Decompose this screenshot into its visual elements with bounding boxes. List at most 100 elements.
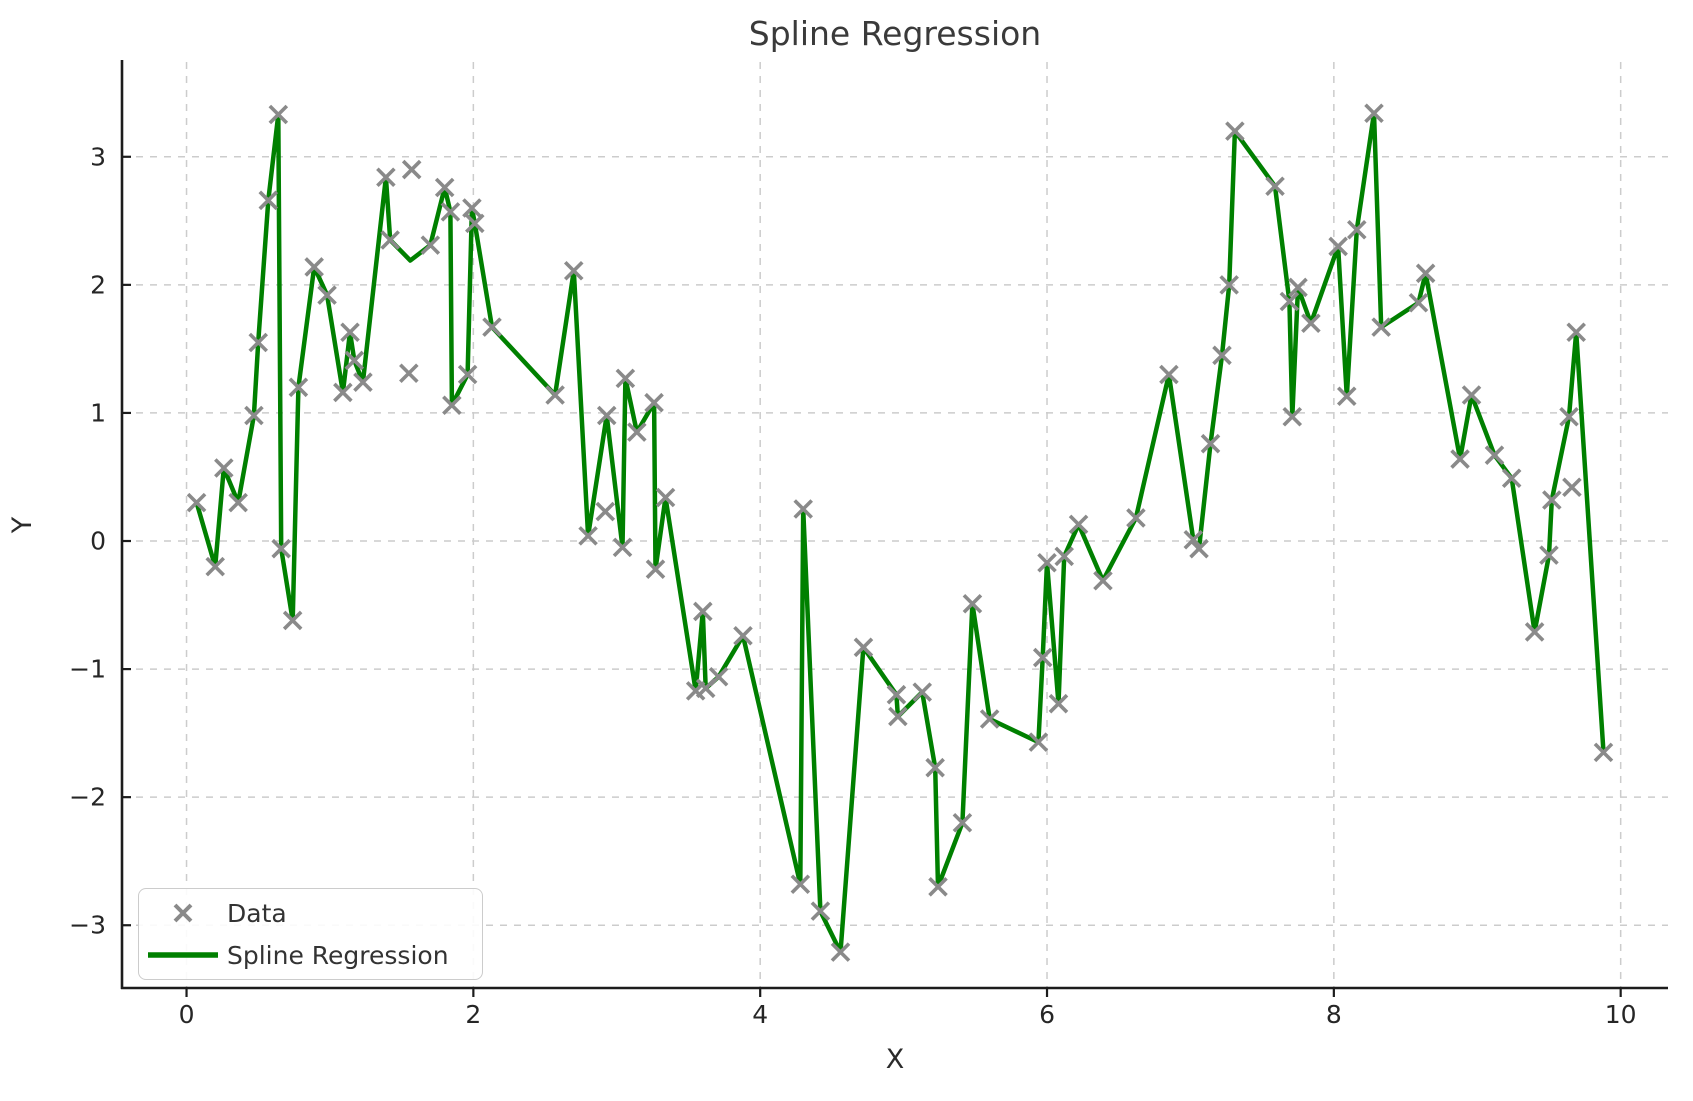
data-point-marker: [596, 405, 617, 426]
data-point-marker: [1183, 529, 1204, 550]
data-point-marker: [442, 395, 462, 416]
data-point-marker: [482, 317, 502, 337]
data-point-marker: [1364, 103, 1384, 124]
data-point-marker: [214, 458, 234, 478]
data-point-marker: [434, 177, 455, 198]
y-tick-label: −1: [69, 654, 106, 684]
x-tick-label: 10: [1604, 1000, 1637, 1029]
data-point-marker: [1279, 291, 1300, 312]
data-point-marker: [268, 104, 289, 125]
data-point-marker: [545, 385, 565, 405]
data-point-marker: [1461, 385, 1482, 405]
data-point-marker: [1126, 508, 1146, 528]
x-tick-label: 0: [178, 1000, 195, 1029]
data-point-marker: [853, 637, 874, 658]
data-point-marker: [282, 610, 303, 631]
data-point-marker: [376, 167, 396, 188]
data-point-marker: [645, 559, 666, 579]
legend: Data Spline Regression: [138, 888, 483, 980]
data-point-marker: [1265, 176, 1285, 197]
y-tick-label: 0: [90, 526, 106, 556]
data-point-marker: [612, 537, 633, 558]
y-tick-label: 3: [90, 142, 106, 172]
data-point-marker: [810, 901, 831, 921]
data-point-marker: [1189, 538, 1209, 559]
data-point-marker: [457, 364, 478, 385]
legend-label-spline: Spline Regression: [227, 940, 449, 970]
data-point-marker: [1225, 121, 1245, 141]
data-point-marker: [1093, 570, 1113, 591]
data-point-marker: [420, 235, 441, 255]
y-axis-label: Y: [6, 516, 38, 534]
data-point-marker: [271, 538, 291, 559]
data-point-marker: [1336, 386, 1357, 407]
data-point-marker: [258, 190, 279, 211]
data-point-marker: [1219, 275, 1239, 295]
data-point-marker: [1054, 546, 1075, 567]
data-point-marker: [1524, 622, 1545, 642]
data-point-marker: [1159, 364, 1179, 385]
data-point-marker: [925, 757, 945, 778]
data-point-marker: [1539, 545, 1559, 565]
spline-regression-line: [194, 110, 1606, 955]
data-point-marker: [1562, 477, 1582, 497]
data-point-marker: [1415, 263, 1436, 284]
data-point-marker: [1501, 468, 1522, 489]
data-point-marker: [733, 626, 753, 646]
data-point-marker: [644, 392, 664, 413]
data-point-marker: [1212, 345, 1232, 366]
y-tick-label: 2: [90, 270, 106, 300]
data-point-marker: [979, 709, 1000, 729]
data-point-marker: [1301, 313, 1321, 334]
y-tick-label: −2: [69, 782, 106, 812]
data-point-marker: [1593, 742, 1614, 763]
data-point-marker: [563, 260, 584, 281]
data-point-marker: [928, 877, 948, 897]
data-point-marker: [462, 198, 482, 218]
data-point-marker: [1200, 433, 1221, 454]
legend-label-data: Data: [227, 898, 287, 928]
data-point-marker: [317, 285, 337, 305]
data-point-marker: [595, 501, 616, 522]
data-point-marker: [1484, 445, 1505, 465]
data-point-marker: [1028, 732, 1049, 752]
data-point-marker: [693, 601, 713, 622]
y-tick-label: 1: [90, 398, 106, 428]
data-point-marker: [1032, 647, 1053, 668]
x-axis-label: X: [885, 1044, 905, 1075]
legend-item-spline: Spline Regression: [139, 938, 482, 972]
data-point-marker: [399, 363, 419, 384]
data-point-marker: [1566, 322, 1586, 343]
data-point-marker: [830, 942, 851, 962]
data-x-marker-icon: [139, 900, 227, 926]
data-point-marker: [1282, 407, 1303, 427]
spline-line-icon: [139, 950, 227, 960]
data-point-marker: [1068, 514, 1089, 535]
data-point-marker: [333, 382, 353, 403]
y-tick-label: −3: [69, 910, 106, 940]
data-point-marker: [888, 706, 908, 727]
x-tick-label: 2: [465, 1000, 482, 1029]
data-point-marker: [340, 322, 360, 343]
data-point-marker: [186, 492, 207, 513]
data-point-marker: [952, 813, 973, 833]
data-point-marker: [708, 666, 729, 687]
data-point-marker: [790, 874, 811, 895]
data-point-marker: [962, 593, 983, 614]
data-point-marker: [465, 213, 485, 234]
data-point-marker: [886, 684, 907, 705]
data-point-marker: [627, 422, 647, 442]
data-point-marker: [1328, 236, 1348, 257]
data-point-marker: [1288, 277, 1308, 298]
data-point-marker: [401, 159, 422, 180]
data-point-marker: [655, 487, 676, 508]
data-point-marker: [380, 230, 400, 250]
data-point-marker: [615, 368, 636, 389]
data-point-marker: [1559, 407, 1579, 427]
data-point-marker: [1450, 449, 1470, 469]
data-point-marker: [912, 682, 933, 702]
data-point-marker: [793, 499, 813, 519]
data-point-marker: [1037, 553, 1057, 573]
